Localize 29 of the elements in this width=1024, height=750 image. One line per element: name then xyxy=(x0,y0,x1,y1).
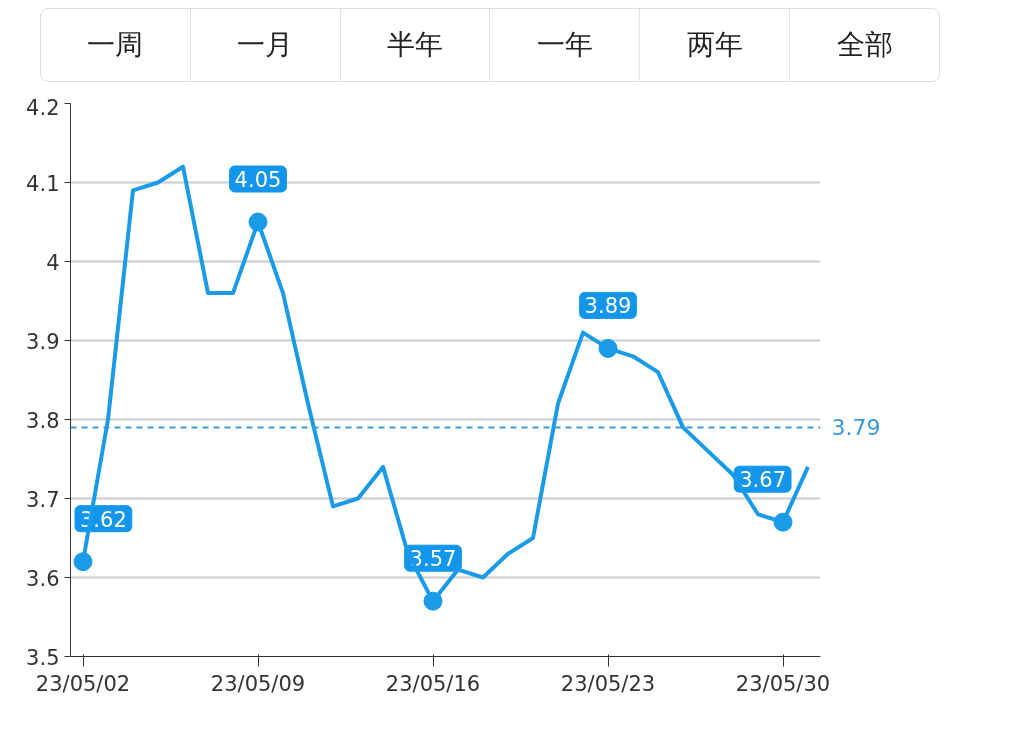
text: 一月 xyxy=(189,9,340,81)
point xyxy=(598,338,618,358)
x-tick-label: 23/05/30 xyxy=(735,671,831,696)
data-label: 3.57 xyxy=(409,547,457,572)
y-tick-label: 3.8 xyxy=(26,408,60,433)
point xyxy=(248,212,268,232)
y-tick-label: 3.7 xyxy=(26,487,60,512)
x-tick-label: 23/05/02 xyxy=(35,671,131,696)
data-label: 3.67 xyxy=(739,468,787,493)
text: 半年 xyxy=(339,9,490,81)
y-tick-label: 4 xyxy=(46,250,60,275)
y-tick-label: 3.6 xyxy=(26,566,60,591)
data-label: 3.89 xyxy=(584,294,632,319)
point xyxy=(423,591,443,611)
text: 一年 xyxy=(489,9,640,81)
x-tick-label: 23/05/09 xyxy=(210,671,306,696)
y-tick-label: 3.5 xyxy=(26,645,60,670)
data-label: 4.05 xyxy=(234,168,282,192)
ref-line-label: 3.79 xyxy=(831,415,881,441)
y-tick-label: 4.1 xyxy=(26,171,60,196)
y-tick-label: 4.2 xyxy=(26,95,60,120)
x-tick-label: 23/05/23 xyxy=(560,671,656,696)
x-tick-label: 23/05/16 xyxy=(385,671,481,696)
point xyxy=(73,552,93,572)
text: 全部 xyxy=(789,9,939,81)
text: 一周 xyxy=(86,27,145,63)
text: 两年 xyxy=(639,9,790,81)
point xyxy=(773,512,793,532)
y-tick-label: 3.9 xyxy=(26,329,60,354)
